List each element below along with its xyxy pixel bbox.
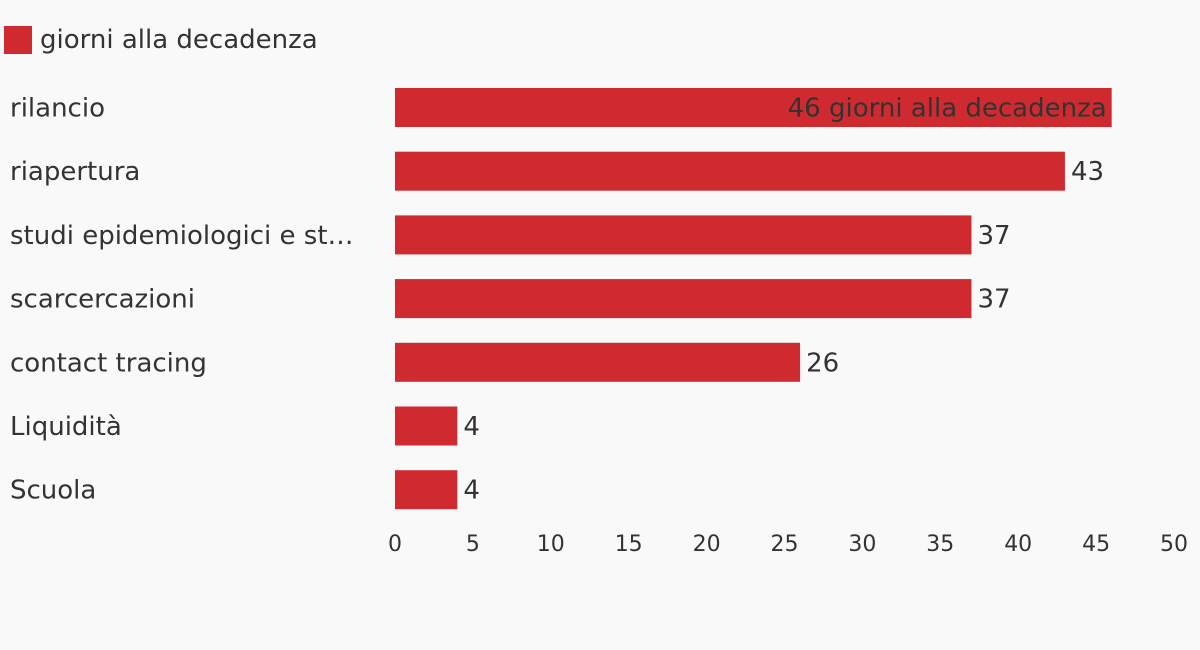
data-label: 4 — [463, 476, 480, 506]
x-tick-label: 35 — [926, 532, 954, 557]
x-tick-label: 30 — [848, 532, 876, 557]
legend-label: giorni alla decadenza — [40, 25, 318, 55]
x-tick-label: 15 — [615, 532, 643, 557]
category-label: studi epidemiologici e st… — [10, 221, 354, 251]
x-tick-label: 50 — [1160, 532, 1188, 557]
legend: giorni alla decadenza — [4, 24, 318, 56]
x-tick-label: 25 — [771, 532, 799, 557]
category-label: contact tracing — [10, 348, 207, 378]
bar — [395, 279, 972, 319]
bar — [395, 470, 458, 510]
bar — [395, 215, 972, 255]
data-label: 4 — [463, 412, 480, 442]
x-tick-label: 5 — [466, 532, 480, 557]
x-tick-label: 40 — [1004, 532, 1032, 557]
x-tick-label: 0 — [388, 532, 402, 557]
category-label: scarcercazioni — [10, 285, 195, 315]
legend-swatch — [4, 26, 32, 54]
bar — [395, 406, 458, 446]
category-label: rilancio — [10, 94, 105, 124]
bar — [395, 88, 1112, 127]
bar — [395, 151, 1065, 191]
category-label: Scuola — [10, 476, 96, 506]
category-label: Liquidità — [10, 412, 122, 442]
bar — [395, 342, 801, 382]
data-label: 26 — [806, 348, 839, 378]
data-label: 46 giorni alla decadenza — [788, 94, 1107, 124]
category-label: riapertura — [10, 157, 140, 187]
data-label: 43 — [1071, 157, 1104, 187]
data-label: 37 — [977, 285, 1010, 315]
x-tick-label: 10 — [537, 532, 565, 557]
x-tick-label: 20 — [693, 532, 721, 557]
x-tick-label: 45 — [1082, 532, 1110, 557]
data-label: 37 — [977, 221, 1010, 251]
